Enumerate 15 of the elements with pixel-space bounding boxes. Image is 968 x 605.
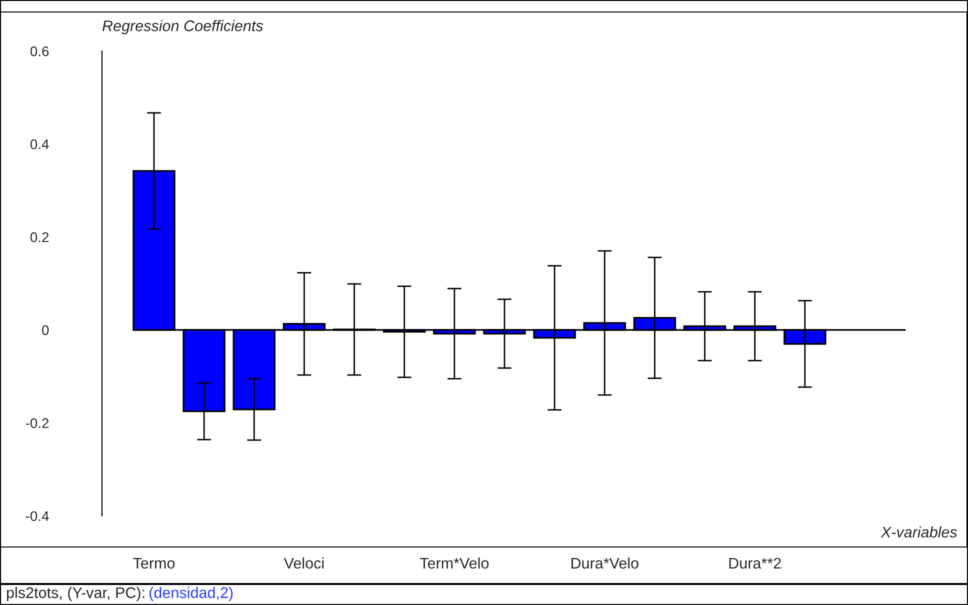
x-axis-title: X-variables [880, 526, 958, 538]
y-tick-label: 0 [42, 325, 49, 336]
text: pls2tots, (Y-var, PC): [6, 586, 144, 602]
text: (densidad,2) [150, 586, 233, 602]
y-tick-label: 0.4 [30, 139, 49, 150]
y-tick-label: 0.6 [30, 46, 49, 56]
x-tick-label: Term*Velo [420, 557, 489, 569]
x-tick-label: Dura*Velo [571, 557, 638, 569]
y-tick-label: -0.4 [26, 511, 49, 522]
y-tick-label: 0.2 [30, 232, 49, 242]
x-tick-label: Dura**2 [729, 558, 781, 569]
y-axis-title: Regression Coefficients [102, 20, 264, 34]
x-tick-label: Veloci [284, 557, 324, 569]
x-tick-label: Termo [133, 558, 175, 569]
y-tick-label: -0.2 [26, 418, 49, 428]
